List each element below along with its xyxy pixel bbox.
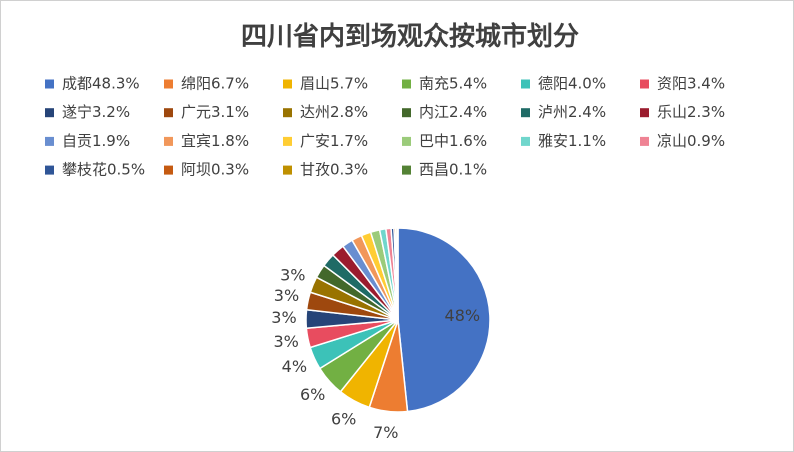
data-label: 3% [274, 286, 299, 305]
data-label: 6% [331, 410, 356, 429]
legend-swatch [521, 108, 530, 118]
legend-swatch [164, 79, 173, 89]
legend-swatch [402, 108, 411, 118]
legend-label: 南充5.4% [419, 75, 487, 93]
legend-label: 宜宾1.8% [181, 132, 249, 150]
legend-label: 绵阳6.7% [181, 75, 249, 93]
data-label: 3% [273, 332, 298, 351]
legend-swatch [45, 79, 54, 89]
legend-label: 内江2.4% [419, 103, 487, 121]
legend-label: 资阳3.4% [657, 75, 725, 93]
legend-swatch [164, 136, 173, 146]
legend-label: 阿坝0.3% [181, 161, 249, 179]
legend-label: 遂宁3.2% [62, 103, 130, 121]
data-label: 4% [282, 357, 307, 376]
data-label: 7% [373, 423, 398, 442]
legend-label: 成都48.3% [62, 75, 140, 93]
legend-swatch [283, 136, 292, 146]
legend-label: 达州2.8% [300, 103, 368, 121]
pie-slice [396, 227, 399, 321]
legend-label: 甘孜0.3% [300, 161, 368, 179]
legend-swatch [640, 79, 649, 89]
legend-swatch [521, 79, 530, 89]
legend-swatch [521, 136, 530, 146]
legend-label: 巴中1.6% [419, 132, 487, 150]
legend-swatch [283, 79, 292, 89]
data-label: 6% [300, 385, 325, 404]
legend-swatch [45, 108, 54, 118]
legend-swatch [640, 108, 649, 118]
data-label: 48% [445, 306, 481, 325]
legend-label: 自贡1.9% [62, 132, 130, 150]
legend-label: 眉山5.7% [300, 75, 368, 93]
legend-label: 广元3.1% [181, 103, 249, 121]
legend-label: 乐山2.3% [657, 103, 725, 121]
legend-label: 泸州2.4% [538, 103, 606, 121]
legend-swatch [45, 136, 54, 146]
legend-label: 攀枝花0.5% [62, 161, 145, 179]
legend-swatch [164, 108, 173, 118]
legend-swatch [402, 79, 411, 89]
legend-swatch [45, 165, 54, 175]
legend-label: 广安1.7% [300, 132, 368, 150]
legend-swatch [283, 108, 292, 118]
data-label: 3% [280, 266, 305, 285]
legend-swatch [164, 165, 173, 175]
legend-label: 凉山0.9% [657, 132, 725, 150]
legend-label: 雅安1.1% [538, 132, 606, 150]
legend-swatch [402, 165, 411, 175]
chart-title: 四川省内到场观众按城市划分 [241, 21, 579, 52]
legend-swatch [402, 136, 411, 146]
legend-label: 西昌0.1% [419, 161, 487, 179]
legend-label: 德阳4.0% [538, 75, 606, 93]
data-label: 3% [271, 308, 296, 327]
legend-swatch [640, 136, 649, 146]
legend-swatch [283, 165, 292, 175]
pie-slice [397, 227, 491, 413]
